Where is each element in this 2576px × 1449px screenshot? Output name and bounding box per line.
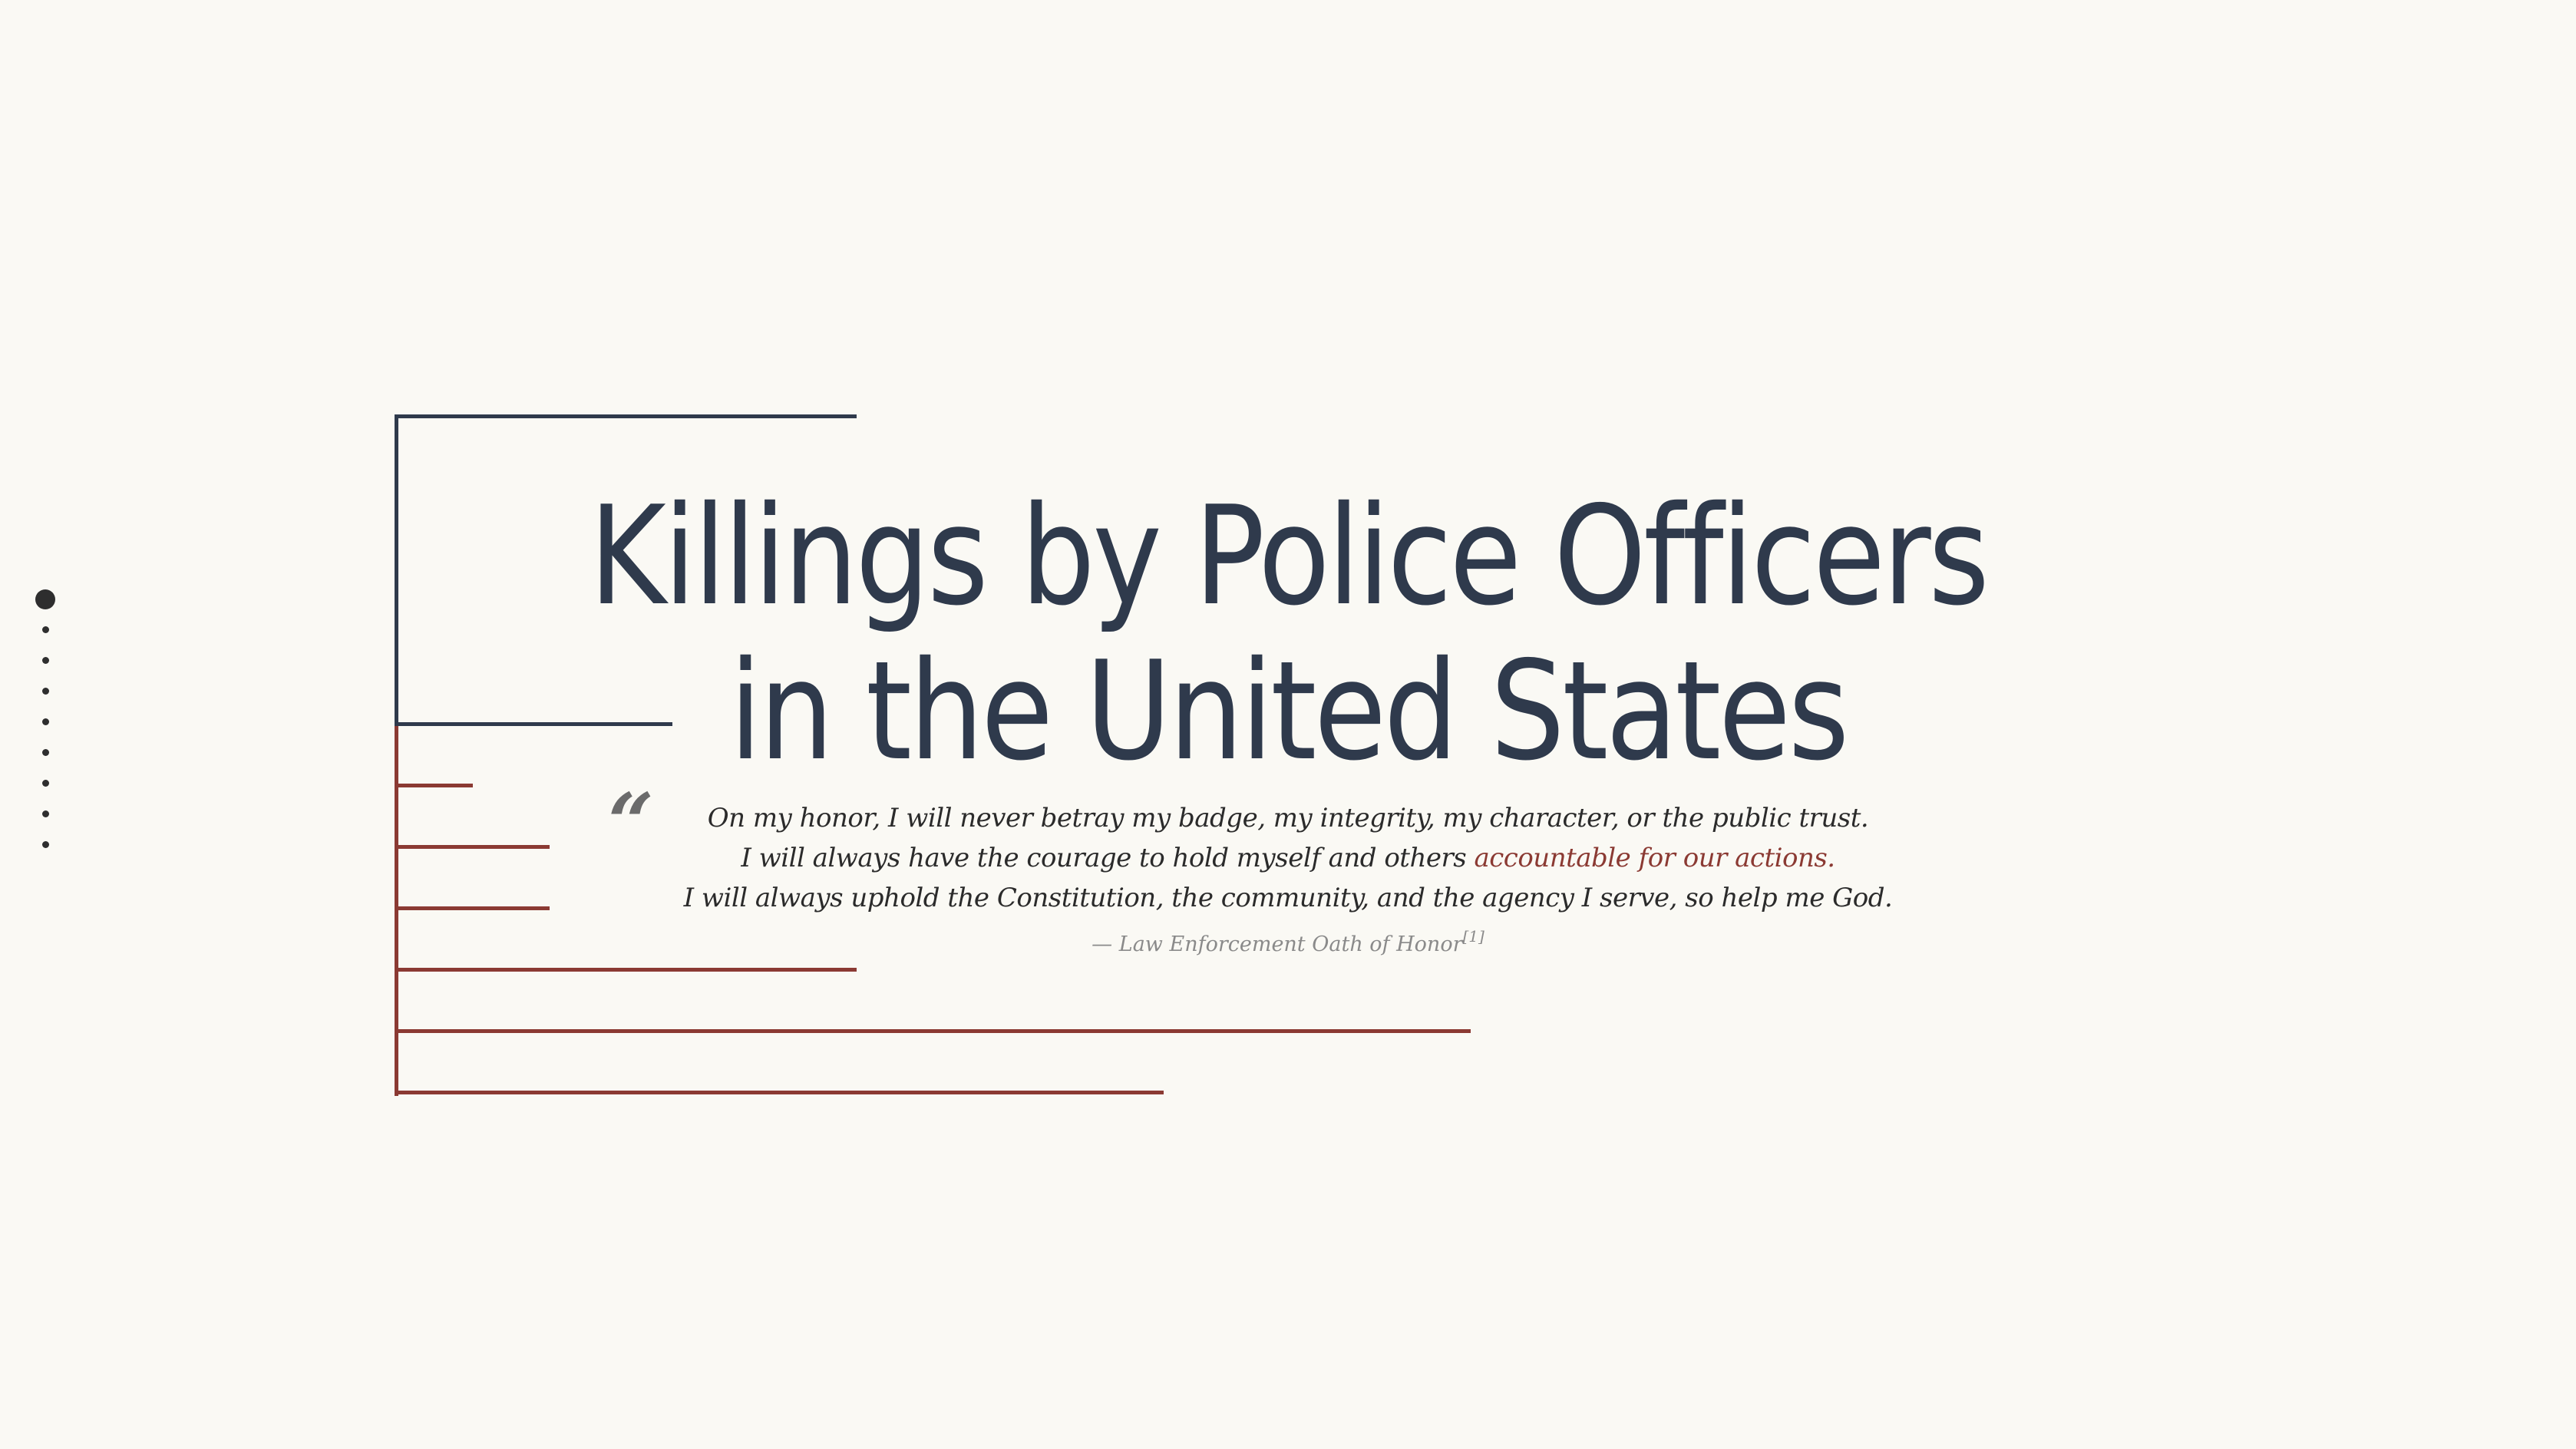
quote-attribution: — Law Enforcement Oath of Honor[1] (0, 927, 2576, 956)
quote-mark-icon: “ (608, 775, 654, 870)
nav-dot-1[interactable] (35, 589, 55, 609)
frame-top-bar (395, 414, 857, 418)
accent-bar (395, 1029, 1471, 1033)
quote-line-2-text: I will always have the courage to hold m… (741, 843, 1475, 873)
accent-bar (395, 1091, 1164, 1094)
attribution-text: Law Enforcement Oath of Honor (1118, 932, 1463, 956)
page-title-line-2: in the United States (729, 632, 1849, 791)
frame-bottom-bar (395, 722, 672, 726)
nav-dot-9[interactable] (42, 841, 49, 848)
quote-line-1: On my honor, I will never betray my badg… (707, 803, 1869, 833)
nav-dot-5[interactable] (42, 718, 49, 725)
footnote-link[interactable]: [1] (1462, 927, 1485, 946)
attribution-dash: — (1091, 932, 1113, 956)
page-title-line-1: Killings by Police Officers (589, 477, 1990, 635)
nav-dot-2[interactable] (42, 626, 49, 633)
nav-dot-8[interactable] (42, 810, 49, 817)
accent-bar (395, 906, 550, 910)
nav-dot-4[interactable] (42, 688, 49, 695)
section-nav (0, 0, 92, 1449)
oath-quote: On my honor, I will never betray my badg… (0, 798, 2576, 918)
quote-line-2: I will always have the courage to hold m… (0, 838, 2576, 878)
nav-dot-6[interactable] (42, 749, 49, 756)
nav-dot-7[interactable] (42, 780, 49, 787)
accent-left-line (395, 726, 398, 1096)
accent-bar (395, 784, 473, 787)
accent-bar (395, 968, 857, 972)
quote-accent-text: accountable for our actions. (1474, 843, 1835, 873)
quote-line-3: I will always uphold the Constitution, t… (683, 883, 1893, 913)
accent-bar (395, 845, 550, 849)
nav-dot-3[interactable] (42, 657, 49, 664)
frame-left-line (395, 414, 398, 726)
